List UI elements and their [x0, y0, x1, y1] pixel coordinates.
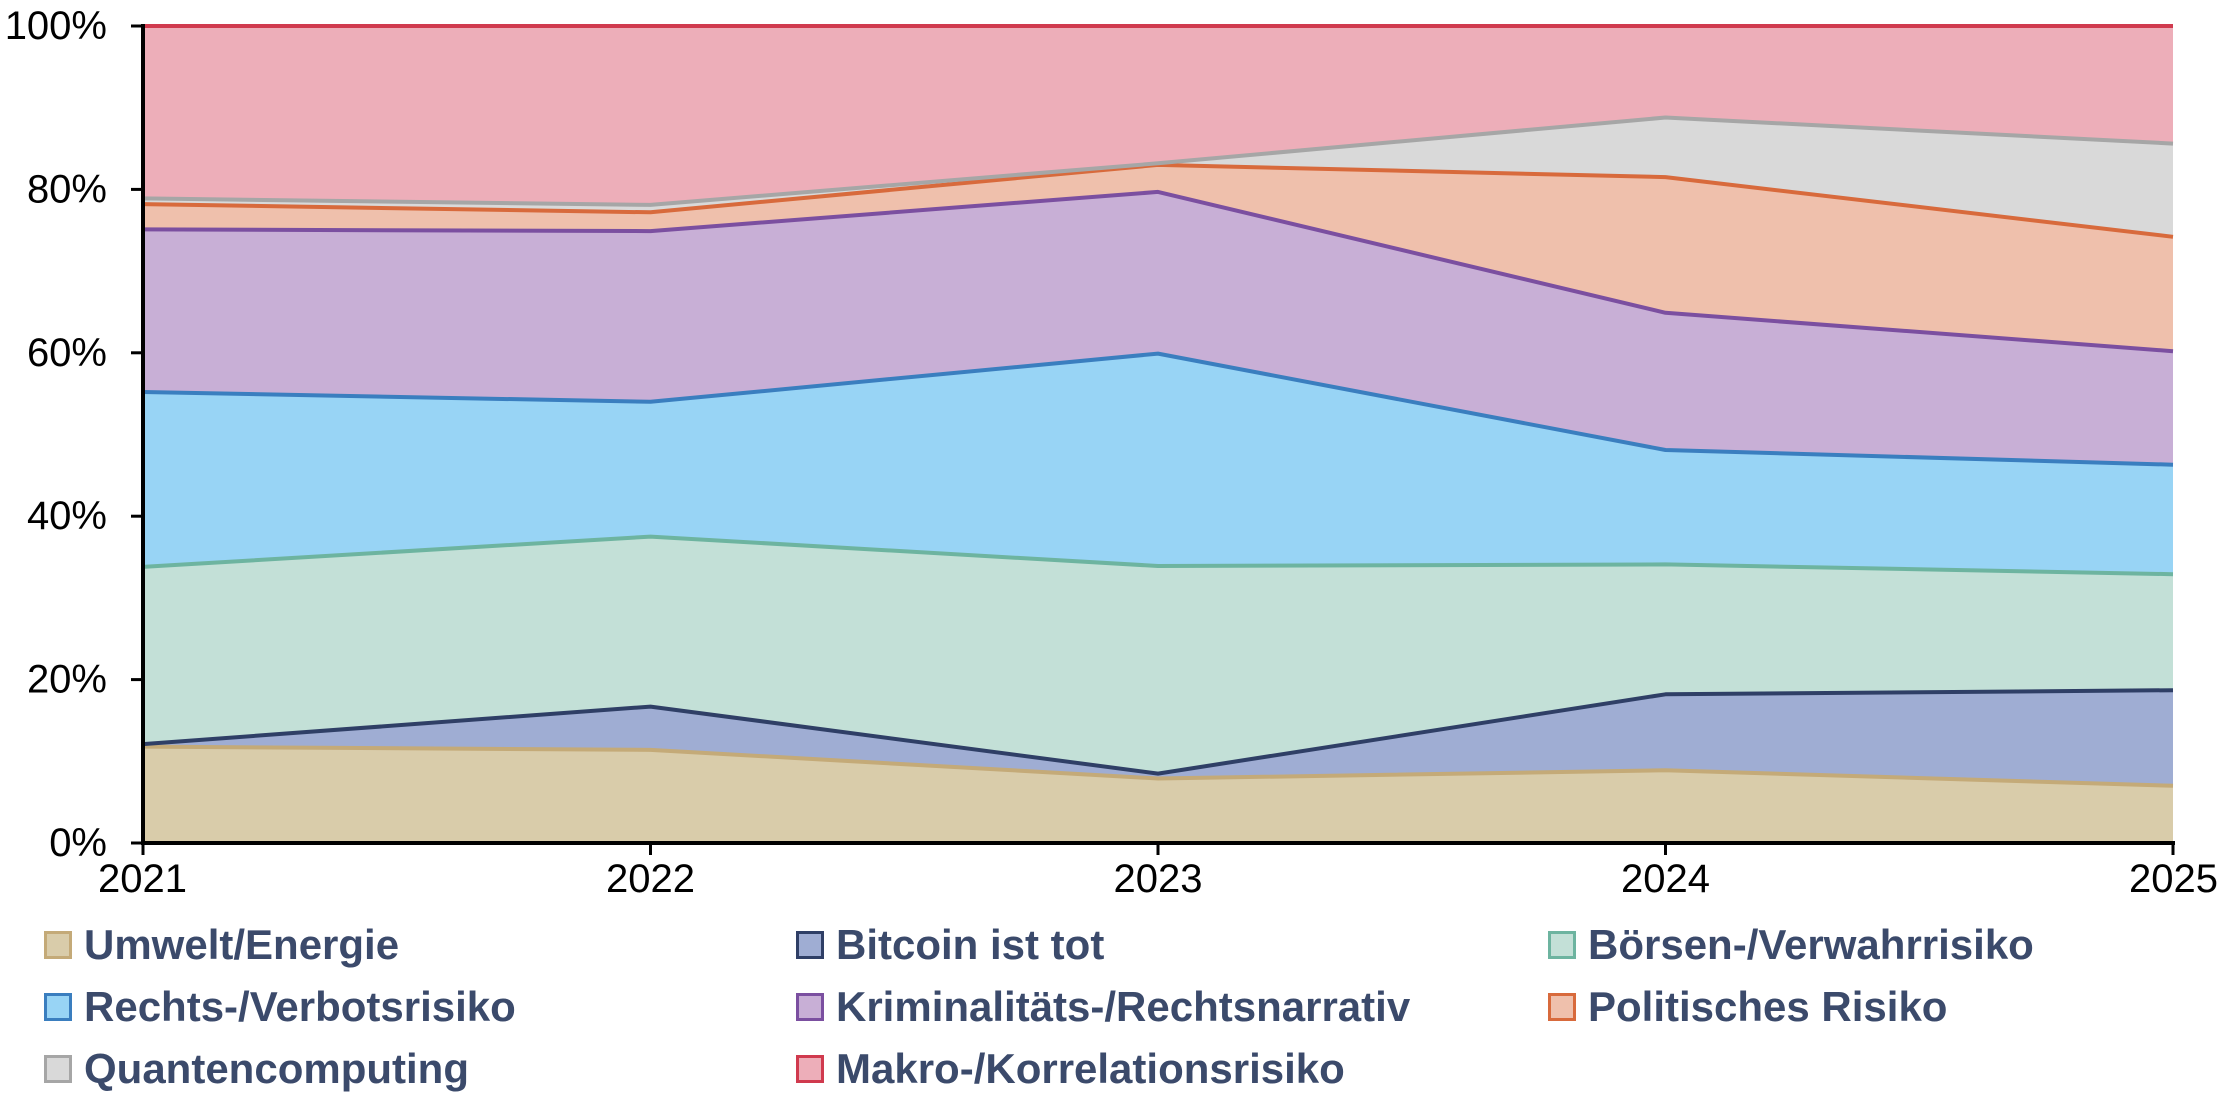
legend-label: Politisches Risiko — [1588, 983, 1948, 1030]
y-tick-label: 40% — [27, 494, 107, 538]
legend-swatch — [44, 931, 72, 959]
legend-label: Börsen-/Verwahrrisiko — [1588, 921, 2034, 968]
line-umwelt-energie — [142, 744, 2174, 788]
legend-label: Umwelt/Energie — [84, 921, 400, 968]
area-borsen-verwahrrisiko — [143, 536, 2173, 774]
area-makro-korrelationsrisiko — [143, 26, 2173, 205]
line-bitcoin-ist-tot — [142, 688, 2174, 776]
y-tick-label: 0% — [49, 821, 107, 865]
legend-item-makro-korrelationsrisiko: Makro-/Korrelationsrisiko — [796, 1045, 1548, 1092]
legend-item-bitcoin-ist-tot: Bitcoin ist tot — [796, 921, 1548, 968]
legend-swatch — [1548, 993, 1576, 1021]
area-politisches-risiko — [143, 164, 2173, 352]
x-tick-label: 2025 — [2129, 857, 2218, 901]
area-series-group — [142, 24, 2174, 843]
area-rechts-verbotsrisiko — [143, 353, 2173, 575]
chart-legend: Umwelt/Energie Bitcoin ist tot Börsen-/Ver… — [44, 921, 2204, 1092]
area-kriminalitats-rechtsnarrativ — [143, 191, 2173, 465]
x-tick-label: 2023 — [1114, 857, 1203, 901]
line-rechts-verbotsrisiko — [142, 351, 2174, 467]
legend-swatch — [1548, 931, 1576, 959]
area-bitcoin-ist-tot — [143, 690, 2173, 786]
legend-item-rechts-verbotsrisiko: Rechts-/Verbotsrisiko — [44, 983, 796, 1030]
legend-item-quantencomputing: Quantencomputing — [44, 1045, 796, 1092]
legend-swatch — [796, 931, 824, 959]
legend-item-kriminalitats-rechtsnarrativ: Kriminalitäts-/Rechtsnarrativ — [796, 983, 1548, 1030]
legend-swatch — [44, 1055, 72, 1083]
area-quantencomputing — [143, 117, 2173, 237]
y-tick-label: 20% — [27, 658, 107, 702]
legend-label: Bitcoin ist tot — [836, 921, 1105, 968]
line-quantencomputing — [142, 115, 2174, 207]
legend-item-umwelt-energie: Umwelt/Energie — [44, 921, 796, 968]
legend-item-politisches-risiko: Politisches Risiko — [1548, 983, 2204, 1030]
y-tick-label: 100% — [5, 4, 107, 48]
legend-label: Kriminalitäts-/Rechtsnarrativ — [836, 983, 1411, 1030]
x-tick-label: 2021 — [98, 857, 187, 901]
legend-item-borsen-verwahrrisiko: Börsen-/Verwahrrisiko — [1548, 921, 2204, 968]
legend-label: Makro-/Korrelationsrisiko — [836, 1045, 1345, 1092]
y-tick-label: 80% — [27, 167, 107, 211]
legend-swatch — [796, 1055, 824, 1083]
x-tick-label: 2022 — [606, 857, 695, 901]
y-tick-label: 60% — [27, 331, 107, 375]
x-tick-label: 2024 — [1621, 857, 1710, 901]
legend-swatch — [44, 993, 72, 1021]
axes-group: 0% 20% 40% 60% 80% 100% 2021 2022 2023 2024 2025 — [5, 4, 2218, 901]
legend-swatch — [796, 993, 824, 1021]
legend-label: Rechts-/Verbotsrisiko — [84, 983, 516, 1030]
legend-label: Quantencomputing — [84, 1045, 469, 1092]
line-kriminalitats-rechtsnarrativ — [142, 189, 2174, 354]
line-borsen-verwahrrisiko — [142, 534, 2174, 577]
